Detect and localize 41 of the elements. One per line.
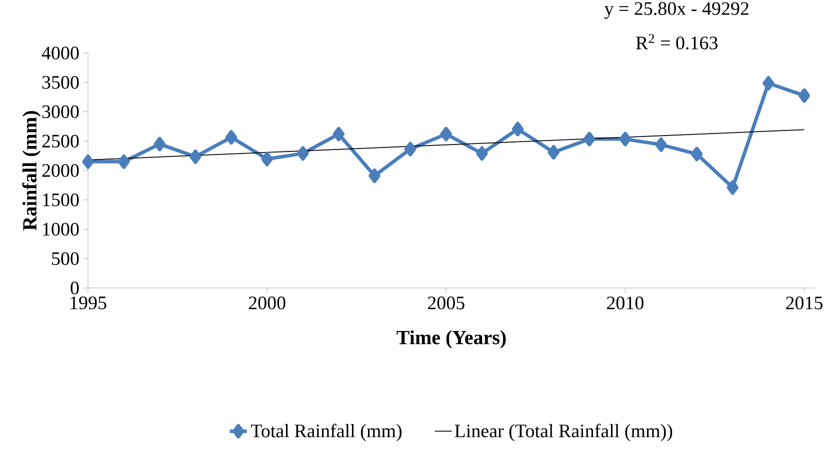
text: y = 25.80x - 49292 — [604, 2, 748, 19]
x-tick-label: 1995 — [70, 296, 106, 310]
point — [690, 146, 703, 162]
point — [82, 154, 94, 169]
point — [798, 88, 810, 103]
y-tick-label: 2500 — [42, 134, 79, 148]
point — [404, 142, 416, 156]
y-tick-label: 0 — [70, 282, 79, 294]
point — [261, 152, 273, 166]
y-tick-label: 1500 — [43, 193, 79, 206]
y-tick-label: 3000 — [42, 105, 79, 118]
legend-label: Linear (Total Rainfall (mm)) — [454, 424, 672, 442]
point — [584, 132, 596, 146]
y-tick-label: 500 — [52, 252, 79, 266]
point — [368, 168, 380, 184]
point — [297, 146, 309, 161]
text: R$^{2}$ = 0.163 — [636, 34, 718, 50]
point — [619, 132, 632, 146]
x-tick-label: 2000 — [248, 296, 286, 310]
x-tick-label: 2010 — [607, 296, 644, 310]
point — [225, 130, 238, 145]
x-tick-label: 2015 — [786, 296, 823, 310]
point — [440, 126, 452, 142]
y-tick-label: 4000 — [42, 46, 79, 60]
point — [476, 146, 488, 161]
point — [655, 137, 667, 152]
x-axis-title: Time (Years) — [396, 330, 506, 348]
y-axis-title: Rainfall (mm) — [22, 111, 41, 230]
point — [190, 149, 202, 164]
point — [762, 76, 774, 90]
y-tick-label: 1000 — [43, 222, 79, 236]
point — [512, 122, 524, 136]
y-tick-label: 2000 — [42, 164, 79, 177]
y-tick-label: 3500 — [42, 76, 79, 89]
point — [118, 154, 130, 169]
x-tick-label: 2005 — [428, 296, 464, 310]
point — [332, 126, 345, 142]
point — [726, 180, 739, 195]
point — [548, 145, 560, 160]
point — [154, 136, 166, 152]
legend-label: Total Rainfall (mm) — [250, 424, 402, 442]
